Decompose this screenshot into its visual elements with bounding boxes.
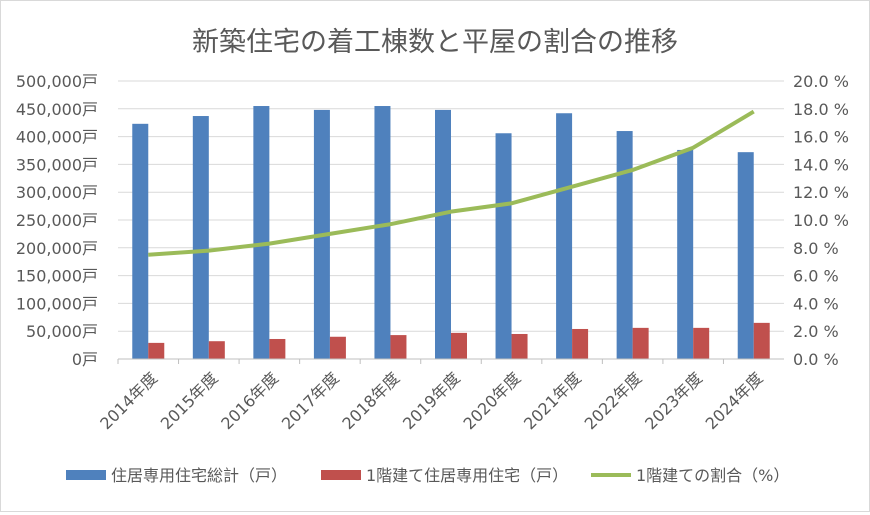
right-tick-label: 14.0 % xyxy=(793,155,849,174)
bar-single-story xyxy=(754,323,770,359)
bar-total xyxy=(738,152,754,359)
x-tick-label: 2022年度 xyxy=(581,368,646,433)
bar-total xyxy=(617,131,633,359)
left-tick-label: 500,000戸 xyxy=(16,72,98,91)
right-tick-label: 12.0 % xyxy=(793,183,849,202)
right-tick-label: 18.0 % xyxy=(793,100,849,119)
x-tick-label: 2014年度 xyxy=(96,368,161,433)
chart-title: 新築住宅の着工棟数と平屋の割合の推移 xyxy=(192,27,678,58)
x-tick-label: 2024年度 xyxy=(702,368,767,433)
right-tick-label: 16.0 % xyxy=(793,128,849,147)
left-tick-label: 200,000戸 xyxy=(16,239,98,258)
x-tick-label: 2018年度 xyxy=(338,368,403,433)
bar-single-story xyxy=(269,339,285,359)
right-tick-label: 2.0 % xyxy=(793,322,839,341)
left-tick-label: 0戸 xyxy=(72,350,98,369)
right-tick-label: 4.0 % xyxy=(793,294,839,313)
x-tick-label: 2019年度 xyxy=(399,368,464,433)
x-tick-label: 2015年度 xyxy=(157,368,222,433)
bar-single-story xyxy=(572,329,588,359)
bar-total xyxy=(677,150,693,359)
bar-single-story xyxy=(148,343,164,359)
bar-single-story xyxy=(390,335,406,359)
bar-single-story xyxy=(633,328,649,359)
right-tick-label: 20.0 % xyxy=(793,72,849,91)
left-tick-label: 100,000戸 xyxy=(16,294,98,313)
left-tick-label: 300,000戸 xyxy=(16,183,98,202)
bar-total xyxy=(253,106,269,359)
right-tick-label: 8.0 % xyxy=(793,239,839,258)
x-tick-label: 2017年度 xyxy=(278,368,343,433)
right-tick-label: 10.0 % xyxy=(793,211,849,230)
bar-single-story xyxy=(451,333,467,359)
bar-single-story xyxy=(330,337,346,359)
x-tick-label: 2021年度 xyxy=(520,368,585,433)
x-tick-label: 2023年度 xyxy=(641,368,706,433)
legend-label: 1階建ての割合（%） xyxy=(636,466,789,485)
bar-total xyxy=(496,133,512,359)
left-tick-label: 450,000戸 xyxy=(16,100,98,119)
legend-label: 住居専用住宅総計（戸） xyxy=(111,466,287,485)
legend-swatch xyxy=(321,470,361,480)
right-tick-label: 0.0 % xyxy=(793,350,839,369)
bar-single-story xyxy=(512,334,528,359)
bar-total xyxy=(132,124,148,359)
x-tick-label: 2016年度 xyxy=(217,368,282,433)
right-tick-label: 6.0 % xyxy=(793,267,839,286)
bar-total xyxy=(193,116,209,359)
x-tick-label: 2020年度 xyxy=(460,368,525,433)
bar-single-story xyxy=(693,328,709,359)
bar-single-story xyxy=(209,341,225,359)
bar-total xyxy=(556,113,572,359)
left-tick-label: 250,000戸 xyxy=(16,211,98,230)
left-tick-label: 350,000戸 xyxy=(16,155,98,174)
legend-swatch xyxy=(66,470,106,480)
left-tick-label: 400,000戸 xyxy=(16,128,98,147)
left-tick-label: 150,000戸 xyxy=(16,267,98,286)
bar-total xyxy=(435,110,451,359)
legend-label: 1階建て住居専用住宅（戸） xyxy=(366,466,568,485)
bar-total xyxy=(374,106,390,359)
left-tick-label: 50,000戸 xyxy=(26,322,98,341)
